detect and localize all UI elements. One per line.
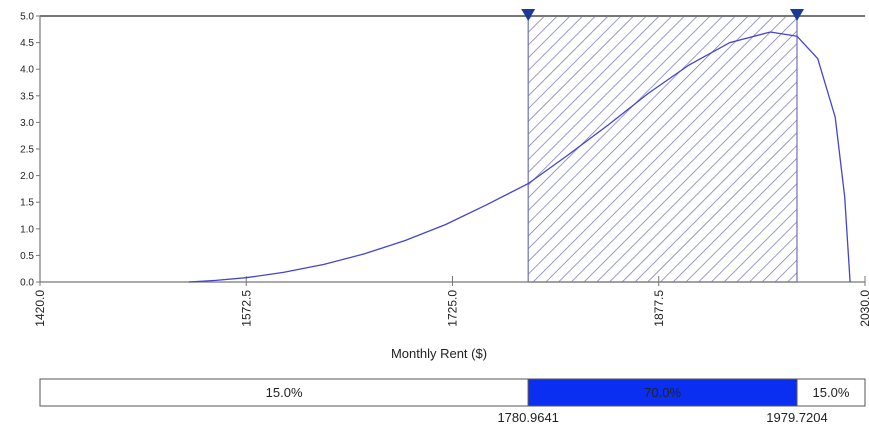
percent-label: 15.0% bbox=[266, 385, 303, 400]
x-tick-label: 1725.0 bbox=[446, 290, 460, 327]
x-tick-label: 1572.5 bbox=[239, 290, 253, 327]
x-tick-label: 2030.0 bbox=[858, 290, 869, 327]
marker-triangle bbox=[521, 9, 536, 21]
percent-segment bbox=[796, 378, 866, 407]
x-tick-label: 1420.0 bbox=[33, 290, 47, 327]
density-curve bbox=[188, 31, 851, 283]
percent-segment bbox=[527, 378, 798, 407]
x-axis-title: Monthly Rent ($) bbox=[391, 346, 487, 361]
y-tick-label: 2.5 bbox=[20, 145, 34, 156]
shaded-interval bbox=[527, 15, 798, 283]
x-tick-label: 1877.5 bbox=[652, 290, 666, 327]
y-tick-label: 3.0 bbox=[20, 118, 34, 129]
percent-label: 70.0% bbox=[644, 385, 681, 400]
percent-label: 15.0% bbox=[813, 385, 850, 400]
marker-value-label: 1979.7204 bbox=[766, 410, 827, 425]
y-tick-label: 1.0 bbox=[20, 224, 34, 235]
y-tick-label: 1.5 bbox=[20, 198, 34, 209]
percent-segment bbox=[39, 378, 529, 407]
y-tick-label: 0.5 bbox=[20, 251, 34, 262]
marker-triangle bbox=[789, 9, 804, 21]
y-tick-label: 0.0 bbox=[20, 278, 34, 289]
y-tick-label: 3.5 bbox=[20, 91, 34, 102]
y-tick-label: 5.0 bbox=[20, 12, 34, 23]
y-tick-label: 4.5 bbox=[20, 38, 34, 49]
y-tick-label: 2.0 bbox=[20, 171, 34, 182]
marker-value-label: 1780.9641 bbox=[497, 410, 558, 425]
y-tick-label: 4.0 bbox=[20, 65, 34, 76]
